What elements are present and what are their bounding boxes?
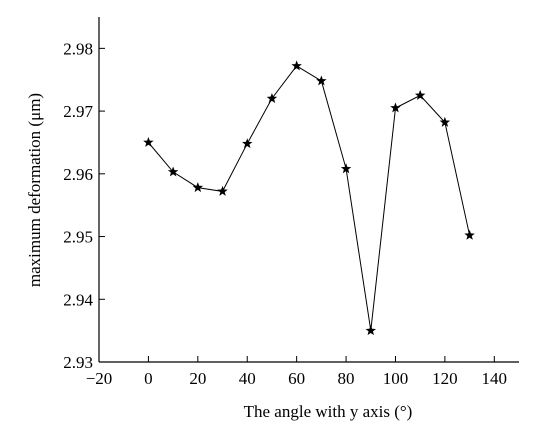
data-point-star xyxy=(242,138,253,149)
data-point-star xyxy=(439,116,451,127)
data-point-star xyxy=(291,60,302,71)
data-point-star xyxy=(217,185,228,196)
x-tick-label: 40 xyxy=(239,369,256,388)
data-point-star xyxy=(167,166,179,177)
data-point-star xyxy=(340,163,352,174)
x-axis-ticks: −20 0 20 40 60 80 100 120 140 xyxy=(86,356,507,388)
y-tick-label: 2.95 xyxy=(63,228,93,247)
data-points xyxy=(143,60,475,336)
data-point-star xyxy=(316,75,327,86)
data-point-star xyxy=(143,136,154,147)
axes xyxy=(98,17,519,363)
y-axis-ticks: 2.93 2.94 2.95 2.96 2.97 2.98 xyxy=(63,39,105,372)
y-tick-label: 2.94 xyxy=(63,290,93,309)
y-tick-label: 2.97 xyxy=(63,102,93,121)
x-tick-label: −20 xyxy=(86,369,113,388)
y-tick-label: 2.93 xyxy=(63,353,93,372)
x-tick-label: 20 xyxy=(189,369,206,388)
x-tick-label: 0 xyxy=(144,369,153,388)
x-tick-label: 80 xyxy=(338,369,355,388)
y-tick-label: 2.96 xyxy=(63,165,93,184)
data-point-star xyxy=(365,325,376,336)
x-axis-title: The angle with y axis (°) xyxy=(244,402,413,421)
x-tick-label: 140 xyxy=(482,369,508,388)
y-tick-label: 2.98 xyxy=(63,39,93,58)
y-axis-title: maximum deformation (μm) xyxy=(25,93,44,287)
data-point-star xyxy=(266,93,278,103)
series-line xyxy=(148,65,471,331)
data-point-star xyxy=(414,89,426,100)
x-tick-label: 100 xyxy=(383,369,409,388)
data-point-star xyxy=(192,182,204,193)
data-series xyxy=(148,65,471,331)
data-point-star xyxy=(464,229,475,240)
x-tick-label: 60 xyxy=(288,369,305,388)
data-point-star xyxy=(390,102,401,113)
x-tick-label: 120 xyxy=(432,369,458,388)
